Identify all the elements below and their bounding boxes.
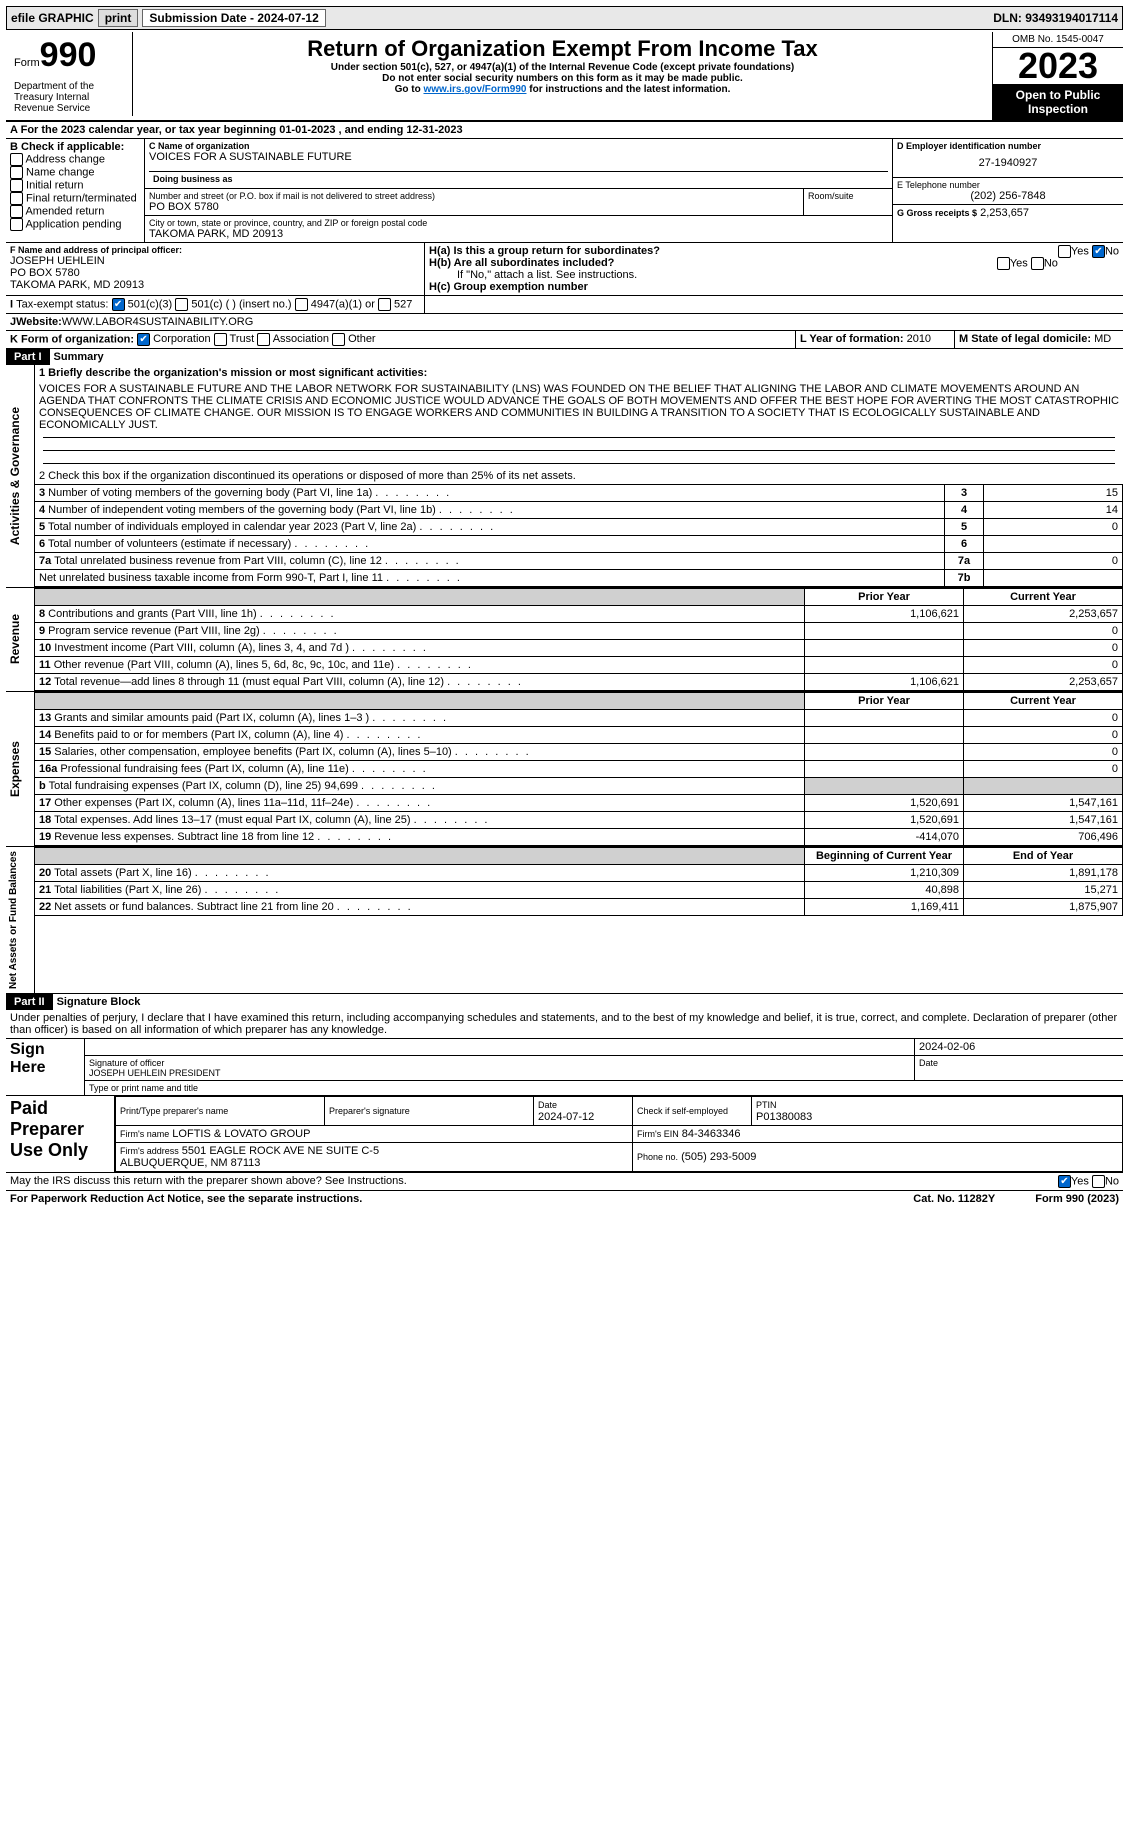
firm-addr: 5501 EAGLE ROCK AVE NE SUITE C-5	[182, 1145, 379, 1157]
ptin: P01380083	[756, 1111, 812, 1123]
irs-link[interactable]: www.irs.gov/Form990	[423, 84, 526, 95]
firm-name: LOFTIS & LOVATO GROUP	[172, 1128, 310, 1140]
part1-body: Activities & Governance 1 Briefly descri…	[6, 365, 1123, 588]
paid-preparer-label: Paid Preparer Use Only	[6, 1096, 115, 1172]
part2-header: Part II Signature Block	[6, 994, 1123, 1010]
checkbox-application-pending[interactable]: Application pending	[10, 218, 140, 231]
dept-label: Department of the Treasury Internal Reve…	[6, 79, 133, 116]
form-header: Form990 Department of the Treasury Inter…	[6, 32, 1123, 122]
website-row: J Website: WWW.LABOR4SUSTAINABILITY.ORG	[6, 314, 1123, 331]
print-button[interactable]: print	[98, 9, 139, 27]
open-to-public: Open to Public Inspection	[993, 84, 1123, 120]
sidebar-revenue: Revenue	[6, 610, 24, 668]
date-label: Date	[914, 1056, 1123, 1080]
submission-date: Submission Date - 2024-07-12	[142, 9, 325, 27]
hb-note: If "No," attach a list. See instructions…	[429, 269, 1119, 281]
prep-phone: (505) 293-5009	[681, 1151, 756, 1163]
dba-label: Doing business as	[149, 171, 888, 186]
form-subtitle: Under section 501(c), 527, or 4947(a)(1)…	[137, 62, 988, 73]
header-center: Return of Organization Exempt From Incom…	[133, 32, 992, 120]
tax-status-row: I Tax-exempt status: ✔ 501(c)(3) 501(c) …	[6, 296, 1123, 314]
part1-header: Part I Summary	[6, 349, 1123, 365]
section-c-label: C Name of organization	[149, 141, 888, 151]
footer: For Paperwork Reduction Act Notice, see …	[6, 1191, 1123, 1207]
section-a-line: A For the 2023 calendar year, or tax yea…	[6, 122, 1123, 139]
officer: JOSEPH UEHLEIN PO BOX 5780 TAKOMA PARK, …	[10, 255, 420, 291]
tax-year: 2023	[993, 48, 1123, 84]
org-name: VOICES FOR A SUSTAINABLE FUTURE	[149, 151, 888, 163]
type-print-label: Type or print name and title	[85, 1081, 1123, 1095]
room-label: Room/suite	[808, 191, 888, 201]
ag-table: 3 Number of voting members of the govern…	[35, 484, 1123, 587]
dln: DLN: 93493194017114	[993, 11, 1118, 25]
form-title: Return of Organization Exempt From Incom…	[137, 36, 988, 62]
ha-line: H(a) Is this a group return for subordin…	[429, 245, 1119, 257]
checkbox-address-change[interactable]: Address change	[10, 153, 140, 166]
hc-line: H(c) Group exemption number	[429, 281, 1119, 293]
website[interactable]: WWW.LABOR4SUSTAINABILITY.ORG	[62, 316, 254, 328]
officer-block: F Name and address of principal officer:…	[6, 243, 1123, 296]
address: PO BOX 5780	[149, 201, 799, 213]
checkbox-initial-return[interactable]: Initial return	[10, 179, 140, 192]
netassets-block: Net Assets or Fund Balances Beginning of…	[6, 847, 1123, 994]
discuss-row: May the IRS discuss this return with the…	[6, 1173, 1123, 1191]
preparer-block: Paid Preparer Use Only Print/Type prepar…	[6, 1096, 1123, 1173]
mission-text: VOICES FOR A SUSTAINABLE FUTURE AND THE …	[35, 381, 1123, 433]
section-f-label: F Name and address of principal officer:	[10, 245, 420, 255]
form-note1: Do not enter social security numbers on …	[137, 73, 988, 84]
form-990-badge: Form990	[6, 32, 133, 79]
ein: 27-1940927	[897, 151, 1119, 175]
section-d-label: D Employer identification number	[897, 141, 1119, 151]
sign-here-label: Sign Here	[6, 1039, 85, 1095]
city-label: City or town, state or province, country…	[149, 218, 888, 228]
hb-line: H(b) Are all subordinates included? Yes …	[429, 257, 1119, 269]
firm-ein: 84-3463346	[682, 1128, 741, 1140]
declaration: Under penalties of perjury, I declare th…	[6, 1010, 1123, 1039]
line2: 2 Check this box if the organization dis…	[35, 468, 1123, 484]
checkbox-final-return-terminated[interactable]: Final return/terminated	[10, 192, 140, 205]
sidebar-netassets: Net Assets or Fund Balances	[6, 847, 21, 993]
firm-city: ALBUQUERQUE, NM 87113	[120, 1157, 260, 1169]
netassets-table: Beginning of Current YearEnd of Year20 T…	[35, 847, 1123, 916]
checkbox-name-change[interactable]: Name change	[10, 166, 140, 179]
preparer-table: Print/Type preparer's name Preparer's si…	[115, 1096, 1123, 1172]
addr-label: Number and street (or P.O. box if mail i…	[149, 191, 799, 201]
section-e-label: E Telephone number	[897, 180, 1119, 190]
sidebar-activities: Activities & Governance	[6, 403, 24, 549]
form-org-row: K Form of organization: ✔ Corporation Tr…	[6, 331, 1123, 349]
revenue-table: Prior YearCurrent Year8 Contributions an…	[35, 588, 1123, 691]
phone: (202) 256-7848	[897, 190, 1119, 202]
gross-receipts: 2,253,657	[980, 207, 1029, 219]
sig-date: 2024-02-06	[914, 1039, 1123, 1055]
section-b: B Check if applicable: Address change Na…	[6, 139, 145, 242]
checkbox-amended-return[interactable]: Amended return	[10, 205, 140, 218]
header-right: OMB No. 1545-0047 2023 Open to Public In…	[992, 32, 1123, 120]
entity-block: B Check if applicable: Address change Na…	[6, 139, 1123, 243]
sidebar-expenses: Expenses	[6, 737, 24, 801]
line1-label: 1 Briefly describe the organization's mi…	[39, 367, 427, 379]
expenses-block: Expenses Prior YearCurrent Year13 Grants…	[6, 692, 1123, 847]
section-g-label: G Gross receipts $	[897, 208, 977, 218]
revenue-block: Revenue Prior YearCurrent Year8 Contribu…	[6, 588, 1123, 692]
efile-label: efile GRAPHIC	[11, 11, 94, 25]
sign-block: Sign Here 2024-02-06 Signature of office…	[6, 1039, 1123, 1096]
expenses-table: Prior YearCurrent Year13 Grants and simi…	[35, 692, 1123, 846]
form-note2: Go to www.irs.gov/Form990 for instructio…	[137, 84, 988, 95]
city: TAKOMA PARK, MD 20913	[149, 228, 888, 240]
topbar: efile GRAPHIC print Submission Date - 20…	[6, 6, 1123, 30]
sig-officer-label: Signature of officer	[89, 1058, 164, 1068]
sig-officer: JOSEPH UEHLEIN PRESIDENT	[89, 1068, 221, 1078]
